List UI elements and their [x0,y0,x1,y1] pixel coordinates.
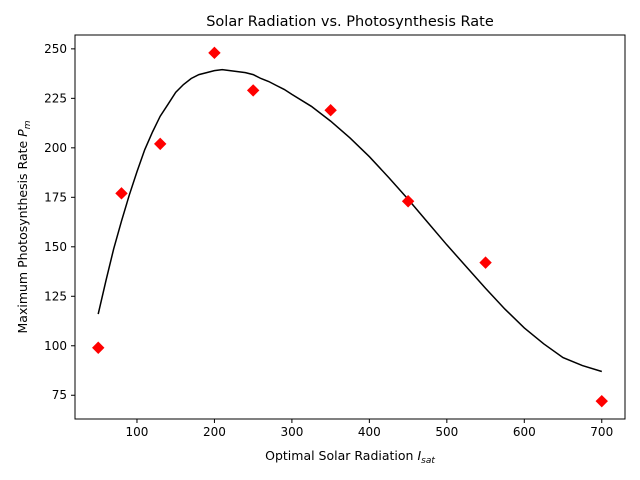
y-tick-label: 100 [44,339,67,353]
x-tick-label: 200 [203,425,226,439]
x-tick-label: 600 [513,425,536,439]
x-axis: 100 200 300 400 500 600 700 [126,419,613,439]
y-tick-label: 225 [44,91,67,105]
y-tick-label: 125 [44,289,67,303]
data-point [92,341,105,354]
plot-frame [74,34,626,420]
x-tick-label: 400 [358,425,381,439]
x-tick-label: 300 [280,425,303,439]
series-layer [92,46,608,408]
y-tick-label: 250 [44,42,67,56]
data-point [154,137,167,151]
data-point [479,256,492,269]
data-point [324,104,337,117]
x-tick-label: 500 [435,425,458,439]
y-tick-label: 175 [44,190,67,204]
data-point [595,394,608,408]
y-tick-label: 150 [44,240,67,254]
data-point [401,195,415,208]
y-axis-label: Maximum Photosynthesis Rate Pm [15,120,33,333]
x-tick-label: 100 [126,425,149,439]
y-tick-label: 75 [52,388,67,402]
data-point [246,84,260,97]
y-axis: 75 100 125 150 175 200 225 250 [44,42,75,402]
y-tick-label: 200 [44,141,67,155]
x-tick-label: 700 [590,425,613,439]
chart-title: Solar Radiation vs. Photosynthesis Rate [206,14,494,30]
data-point [208,46,221,60]
x-axis-label: Optimal Solar Radiation Isat [265,448,435,466]
fit-curve [97,68,603,373]
data-point [115,187,128,200]
